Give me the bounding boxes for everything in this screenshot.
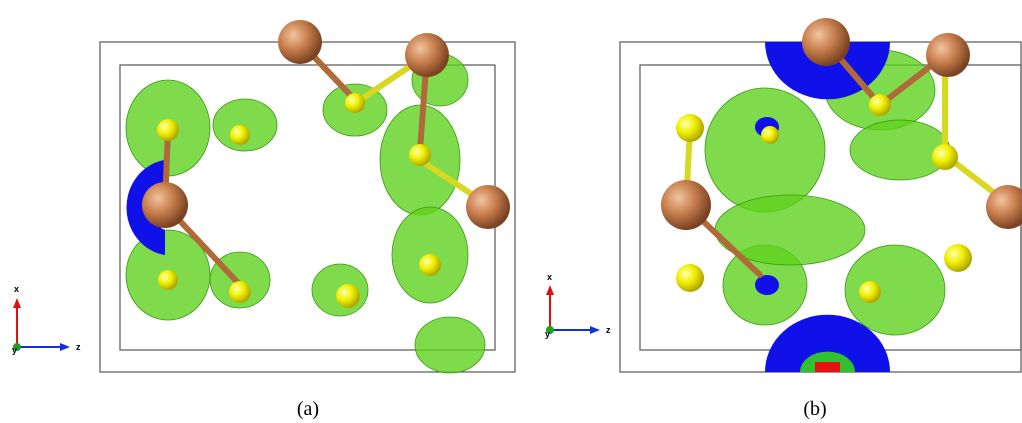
atom: [944, 244, 972, 272]
shape: [13, 298, 21, 308]
atom: [986, 185, 1022, 229]
atom: [405, 33, 449, 77]
shape: [60, 343, 70, 351]
atom: [859, 281, 881, 303]
atom: [676, 264, 704, 292]
shape: [590, 326, 600, 334]
atoms: [661, 18, 1022, 303]
atom: [230, 125, 250, 145]
atom: [157, 119, 179, 141]
atom: [676, 114, 704, 142]
panel-a: x y z (a): [12, 20, 516, 420]
shape: [755, 275, 779, 295]
axis-z-label: z: [606, 325, 611, 335]
panel-label: (a): [297, 398, 319, 420]
atom: [932, 144, 958, 170]
axis-triad: x y z: [545, 272, 611, 339]
atom: [142, 182, 188, 228]
atom: [802, 18, 850, 66]
shape: [414, 316, 486, 374]
isosurfaces: [125, 53, 486, 374]
axis-z-label: z: [76, 342, 81, 352]
axis-y-label: y: [12, 345, 17, 355]
panel-b: x y z (b): [545, 18, 1022, 420]
axis-x-label: x: [547, 272, 552, 282]
atom: [345, 93, 365, 113]
atom: [336, 284, 360, 308]
negative-lobe: [765, 42, 890, 100]
atom: [419, 254, 441, 276]
panel-label: (b): [803, 398, 826, 420]
atom: [13, 343, 21, 351]
shape: [844, 244, 946, 336]
isosurfaces: [704, 42, 951, 372]
atom: [546, 326, 554, 334]
atom: [869, 94, 891, 116]
positive-core: [815, 362, 840, 372]
shape: [546, 285, 554, 295]
atom: [661, 180, 711, 230]
atom: [278, 20, 322, 64]
atom: [158, 270, 178, 290]
shape: [212, 98, 278, 152]
atom: [409, 144, 431, 166]
atom: [761, 126, 779, 144]
atom: [229, 281, 251, 303]
axis-x-label: x: [14, 284, 19, 294]
axis-y-label: y: [545, 329, 550, 339]
positive-core: [800, 351, 856, 372]
atoms: [142, 20, 510, 308]
shape: [704, 87, 826, 213]
negative-lobe: [765, 314, 890, 372]
atom: [926, 33, 970, 77]
atom: [466, 185, 510, 229]
axis-triad: x y z: [12, 284, 81, 355]
